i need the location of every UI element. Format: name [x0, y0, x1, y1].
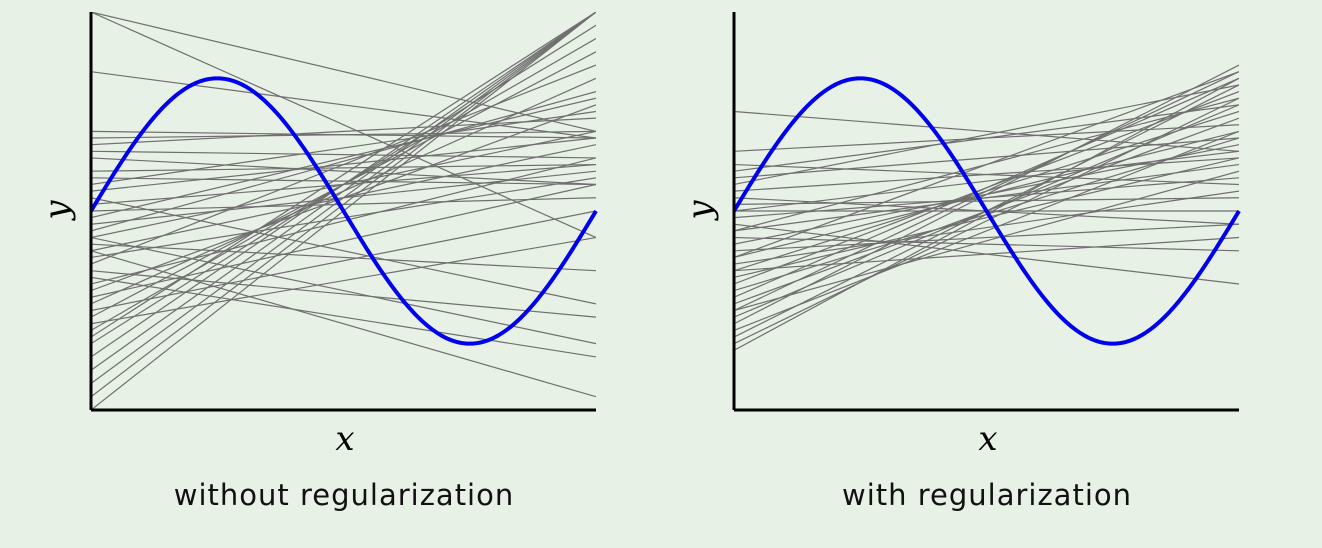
fit-line — [734, 236, 1239, 252]
fit-line — [91, 110, 596, 186]
fit-line — [91, 163, 596, 172]
fit-line — [734, 157, 1239, 192]
fit-line — [91, 157, 596, 186]
fit-line — [91, 12, 596, 338]
fit-line — [91, 137, 596, 192]
fit-line — [91, 12, 596, 384]
fit-line — [91, 130, 596, 139]
fit-line — [734, 97, 1239, 232]
fit-line — [734, 223, 1239, 252]
fit-line — [734, 190, 1239, 265]
fit-line — [91, 157, 596, 285]
y-axis-label: y — [37, 200, 77, 222]
true-function-curve — [732, 76, 1241, 346]
fit-line — [91, 177, 596, 186]
fit-line — [734, 163, 1239, 232]
fit-line — [734, 97, 1239, 345]
fit-line — [734, 130, 1239, 331]
fit-line — [91, 12, 596, 398]
fit-line — [734, 84, 1239, 186]
fit-line — [734, 137, 1239, 179]
true-function-curve — [89, 76, 598, 346]
caption-right: with regularization — [841, 478, 1132, 512]
fit-line — [91, 197, 596, 305]
plot-panel-1: xy — [680, 12, 1241, 459]
fit-line — [734, 197, 1239, 205]
fit-line — [734, 104, 1239, 172]
fit-line — [91, 150, 596, 159]
fit-line — [734, 170, 1239, 312]
fit-line — [91, 12, 596, 132]
fit-line — [734, 157, 1239, 278]
fit-line — [734, 110, 1239, 152]
y-axis-label: y — [680, 200, 720, 222]
fit-line — [91, 177, 596, 259]
fit-line — [91, 12, 596, 358]
fit-line — [91, 183, 596, 298]
caption-left: without regularization — [173, 478, 515, 512]
fit-line — [91, 210, 596, 312]
fit-line — [91, 91, 596, 232]
x-axis-label: x — [335, 419, 354, 459]
fit-line — [91, 250, 596, 398]
fit-lines — [91, 12, 596, 410]
fit-line — [734, 236, 1239, 272]
fit-line — [91, 236, 596, 325]
plot-panel-0: xy — [37, 12, 598, 459]
fit-line — [734, 77, 1239, 298]
fit-line — [734, 64, 1239, 325]
fit-line — [91, 71, 596, 139]
fit-line — [734, 71, 1239, 312]
fit-line — [91, 12, 596, 371]
fit-line — [91, 97, 596, 219]
fit-lines — [734, 64, 1239, 351]
x-axis-label: x — [978, 419, 997, 459]
fit-line — [91, 243, 596, 272]
fit-line — [91, 117, 596, 146]
